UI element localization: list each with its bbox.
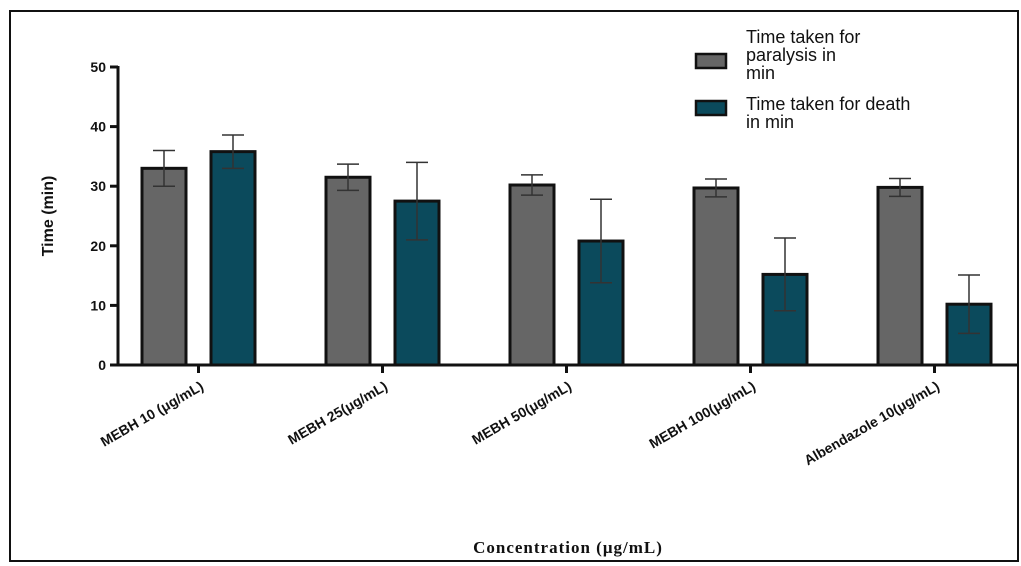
error-bar	[774, 237, 796, 312]
error-bar	[889, 177, 911, 198]
y-tick-label: 40	[90, 119, 106, 135]
bar-paralysis	[508, 183, 556, 367]
legend: Time taken for paralysis in min Time taken …	[694, 27, 910, 132]
error-bar	[958, 274, 980, 335]
x-axis-title: Concentration (μg/mL)	[473, 538, 663, 557]
error-bar	[337, 163, 359, 192]
y-tick-label: 30	[90, 178, 106, 194]
error-bar	[406, 161, 428, 241]
x-category-label: MEBH 50(μg/mL)	[469, 378, 574, 448]
error-bar	[705, 178, 727, 198]
x-category-label: Albendazole 10(μg/mL)	[801, 378, 942, 468]
error-bar	[153, 149, 175, 187]
y-ticks: 0 10 20 30 40 50	[90, 59, 118, 373]
legend-label: Time taken for death in min	[746, 94, 910, 132]
y-tick-label: 0	[98, 357, 106, 373]
bar-death	[209, 150, 257, 367]
bars-layer	[140, 134, 993, 367]
x-category-label: MEBH 10 (μg/mL)	[98, 378, 206, 450]
error-bar	[222, 134, 244, 170]
legend-label: Time taken for paralysis in min	[746, 27, 860, 83]
legend-swatch	[694, 52, 728, 70]
y-axis-title: Time (min)	[40, 176, 57, 257]
y-tick-label: 20	[90, 238, 106, 254]
x-category-label: MEBH 100(μg/mL)	[646, 378, 758, 452]
bar-paralysis	[692, 186, 740, 367]
x-category-label: MEBH 25(μg/mL)	[285, 378, 390, 448]
y-tick-label: 10	[90, 297, 106, 313]
error-bar	[590, 198, 612, 284]
bar-paralysis	[324, 175, 372, 367]
bar-paralysis	[140, 166, 188, 367]
y-tick-label: 50	[90, 59, 106, 75]
error-bar	[521, 174, 543, 196]
bar-paralysis	[876, 185, 924, 367]
legend-swatch	[694, 99, 728, 117]
x-category-labels: MEBH 10 (μg/mL) MEBH 25(μg/mL) MEBH 50(μg/…	[98, 365, 942, 468]
